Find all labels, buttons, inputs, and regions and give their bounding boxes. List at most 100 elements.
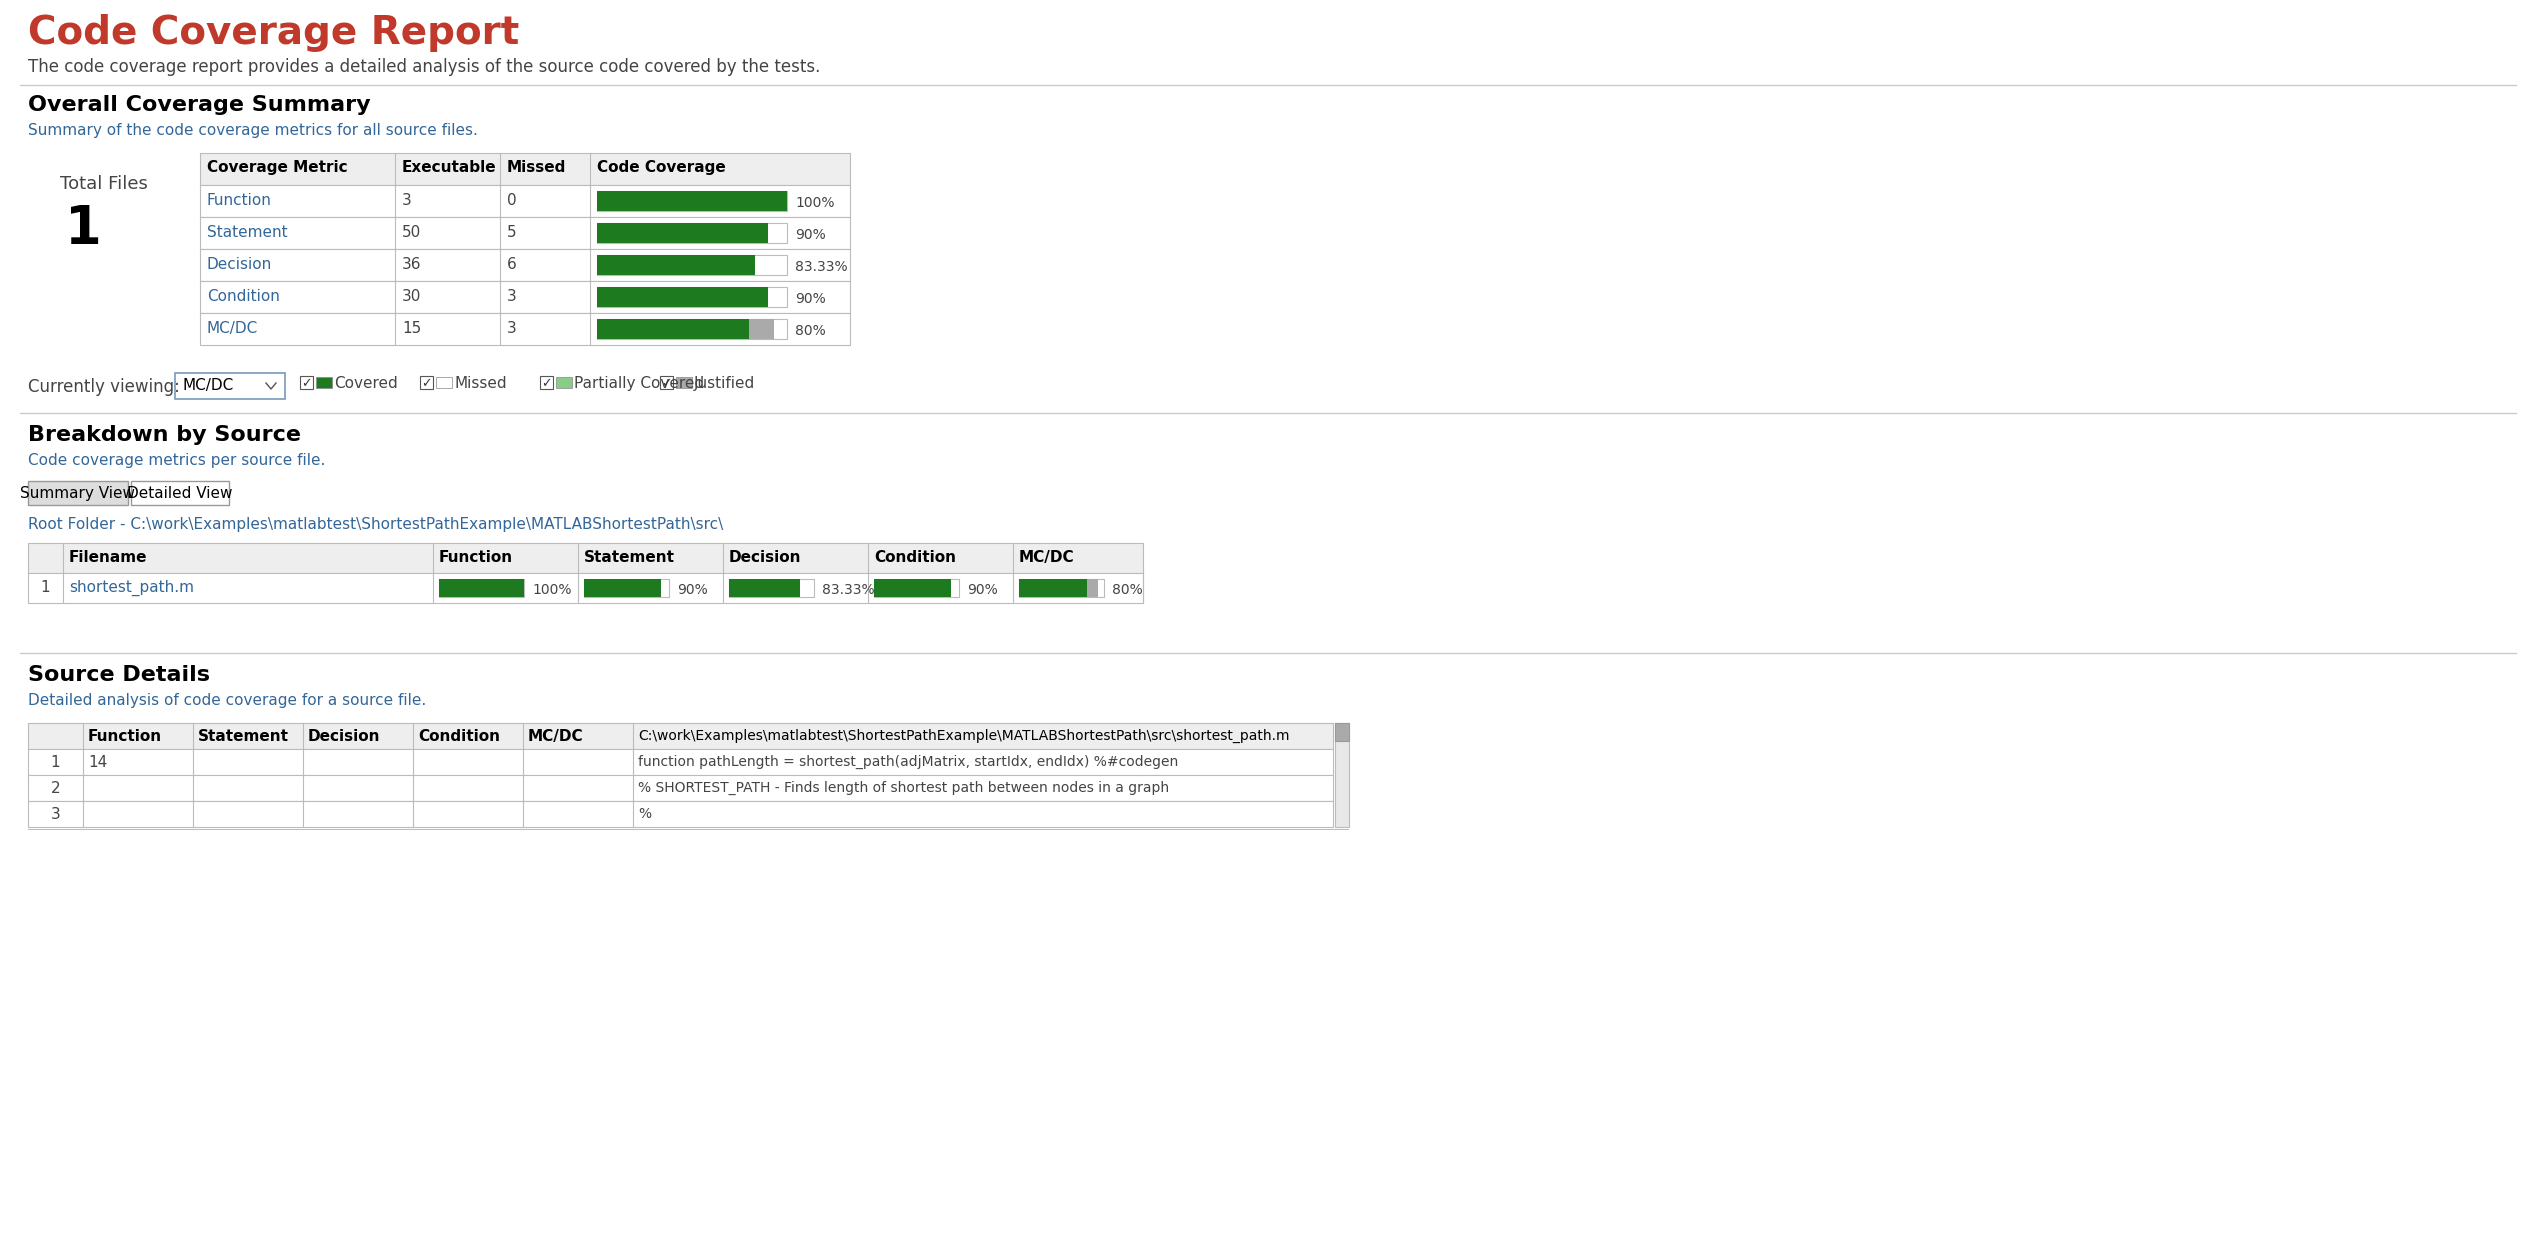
Text: 100%: 100% xyxy=(533,582,571,597)
Text: ✓: ✓ xyxy=(302,378,312,390)
Bar xyxy=(596,319,748,339)
Text: 6: 6 xyxy=(507,257,517,272)
Bar xyxy=(596,224,768,242)
Bar xyxy=(540,376,553,389)
Text: Missed: Missed xyxy=(507,160,566,175)
Text: 80%: 80% xyxy=(794,324,827,338)
Bar xyxy=(596,191,786,211)
Text: Coverage Metric: Coverage Metric xyxy=(208,160,347,175)
Bar xyxy=(875,579,959,597)
Bar xyxy=(28,801,1334,827)
Text: C:\work\Examples\matlabtest\ShortestPathExample\MATLABShortestPath\src\shortest_: C:\work\Examples\matlabtest\ShortestPath… xyxy=(639,729,1288,743)
Text: Decision: Decision xyxy=(728,550,801,565)
Text: 83.33%: 83.33% xyxy=(794,260,847,274)
Bar xyxy=(439,579,525,597)
Bar xyxy=(436,378,451,388)
Text: 100%: 100% xyxy=(794,196,834,210)
Text: function pathLength = shortest_path(adjMatrix, startIdx, endIdx) %#codegen: function pathLength = shortest_path(adjM… xyxy=(639,755,1179,769)
Bar xyxy=(596,287,768,307)
Text: Summary of the code coverage metrics for all source files.: Summary of the code coverage metrics for… xyxy=(28,123,477,138)
Text: 90%: 90% xyxy=(677,582,708,597)
Text: MC/DC: MC/DC xyxy=(208,320,259,337)
Text: Covered: Covered xyxy=(335,376,398,391)
Text: 1: 1 xyxy=(51,755,61,770)
Text: Function: Function xyxy=(89,729,162,744)
Text: 3: 3 xyxy=(51,807,61,822)
Bar xyxy=(175,373,284,399)
Bar xyxy=(596,191,786,211)
Text: 80%: 80% xyxy=(1111,582,1144,597)
Text: 30: 30 xyxy=(403,289,421,304)
Bar xyxy=(596,256,756,274)
Text: 1: 1 xyxy=(66,202,101,255)
Text: MC/DC: MC/DC xyxy=(527,729,583,744)
Text: Statement: Statement xyxy=(208,225,287,240)
Text: Detailed View: Detailed View xyxy=(127,486,233,501)
Bar xyxy=(596,256,786,274)
Bar xyxy=(28,775,1334,801)
Text: 2: 2 xyxy=(51,781,61,796)
Text: Missed: Missed xyxy=(454,376,507,391)
Bar xyxy=(439,579,525,597)
Bar xyxy=(583,579,659,597)
Bar xyxy=(596,224,786,242)
Bar xyxy=(200,217,850,248)
Bar xyxy=(200,153,850,185)
Text: 5: 5 xyxy=(507,225,517,240)
Bar xyxy=(28,573,1144,604)
Text: Code Coverage: Code Coverage xyxy=(596,160,725,175)
Text: shortest_path.m: shortest_path.m xyxy=(68,580,193,596)
Text: 14: 14 xyxy=(89,755,107,770)
Text: 0: 0 xyxy=(507,193,517,207)
Bar xyxy=(28,749,1334,775)
Text: %: % xyxy=(639,807,652,821)
Text: Total Files: Total Files xyxy=(61,175,147,193)
Text: 36: 36 xyxy=(403,257,421,272)
Bar xyxy=(596,319,786,339)
Text: Executable: Executable xyxy=(403,160,497,175)
Text: Currently viewing:: Currently viewing: xyxy=(28,378,180,396)
Bar xyxy=(421,376,434,389)
Text: Detailed analysis of code coverage for a source file.: Detailed analysis of code coverage for a… xyxy=(28,693,426,708)
Bar xyxy=(28,723,1334,749)
Bar xyxy=(728,579,814,597)
Text: 3: 3 xyxy=(507,320,517,337)
Text: 83.33%: 83.33% xyxy=(822,582,875,597)
Text: MC/DC: MC/DC xyxy=(183,378,233,392)
Text: Summary View: Summary View xyxy=(20,486,134,501)
Text: ✓: ✓ xyxy=(421,378,431,390)
Bar xyxy=(299,376,312,389)
Bar xyxy=(200,185,850,217)
Text: 1: 1 xyxy=(41,580,51,595)
Bar xyxy=(200,281,850,313)
Bar xyxy=(1019,579,1103,597)
Bar xyxy=(132,481,228,505)
Bar xyxy=(728,579,799,597)
Text: Statement: Statement xyxy=(583,550,675,565)
Bar xyxy=(1019,579,1088,597)
Text: Condition: Condition xyxy=(875,550,956,565)
Text: 90%: 90% xyxy=(794,229,827,242)
Text: Partially Covered: Partially Covered xyxy=(573,376,705,391)
Text: Statement: Statement xyxy=(198,729,289,744)
Text: Code Coverage Report: Code Coverage Report xyxy=(28,14,520,52)
Bar xyxy=(596,287,786,307)
Text: ✓: ✓ xyxy=(662,378,672,390)
Text: 15: 15 xyxy=(403,320,421,337)
Text: Condition: Condition xyxy=(208,289,279,304)
Bar xyxy=(28,481,127,505)
Bar xyxy=(875,579,951,597)
Text: Condition: Condition xyxy=(418,729,500,744)
Text: Overall Coverage Summary: Overall Coverage Summary xyxy=(28,94,370,116)
Text: Decision: Decision xyxy=(208,257,271,272)
Text: Function: Function xyxy=(439,550,512,565)
Text: The code coverage report provides a detailed analysis of the source code covered: The code coverage report provides a deta… xyxy=(28,58,819,76)
Text: Source Details: Source Details xyxy=(28,664,210,686)
Text: Function: Function xyxy=(208,193,271,207)
Bar xyxy=(748,319,773,339)
Bar xyxy=(677,378,692,388)
Bar xyxy=(200,248,850,281)
Text: 3: 3 xyxy=(403,193,411,207)
Text: Decision: Decision xyxy=(307,729,380,744)
Bar xyxy=(555,378,573,388)
